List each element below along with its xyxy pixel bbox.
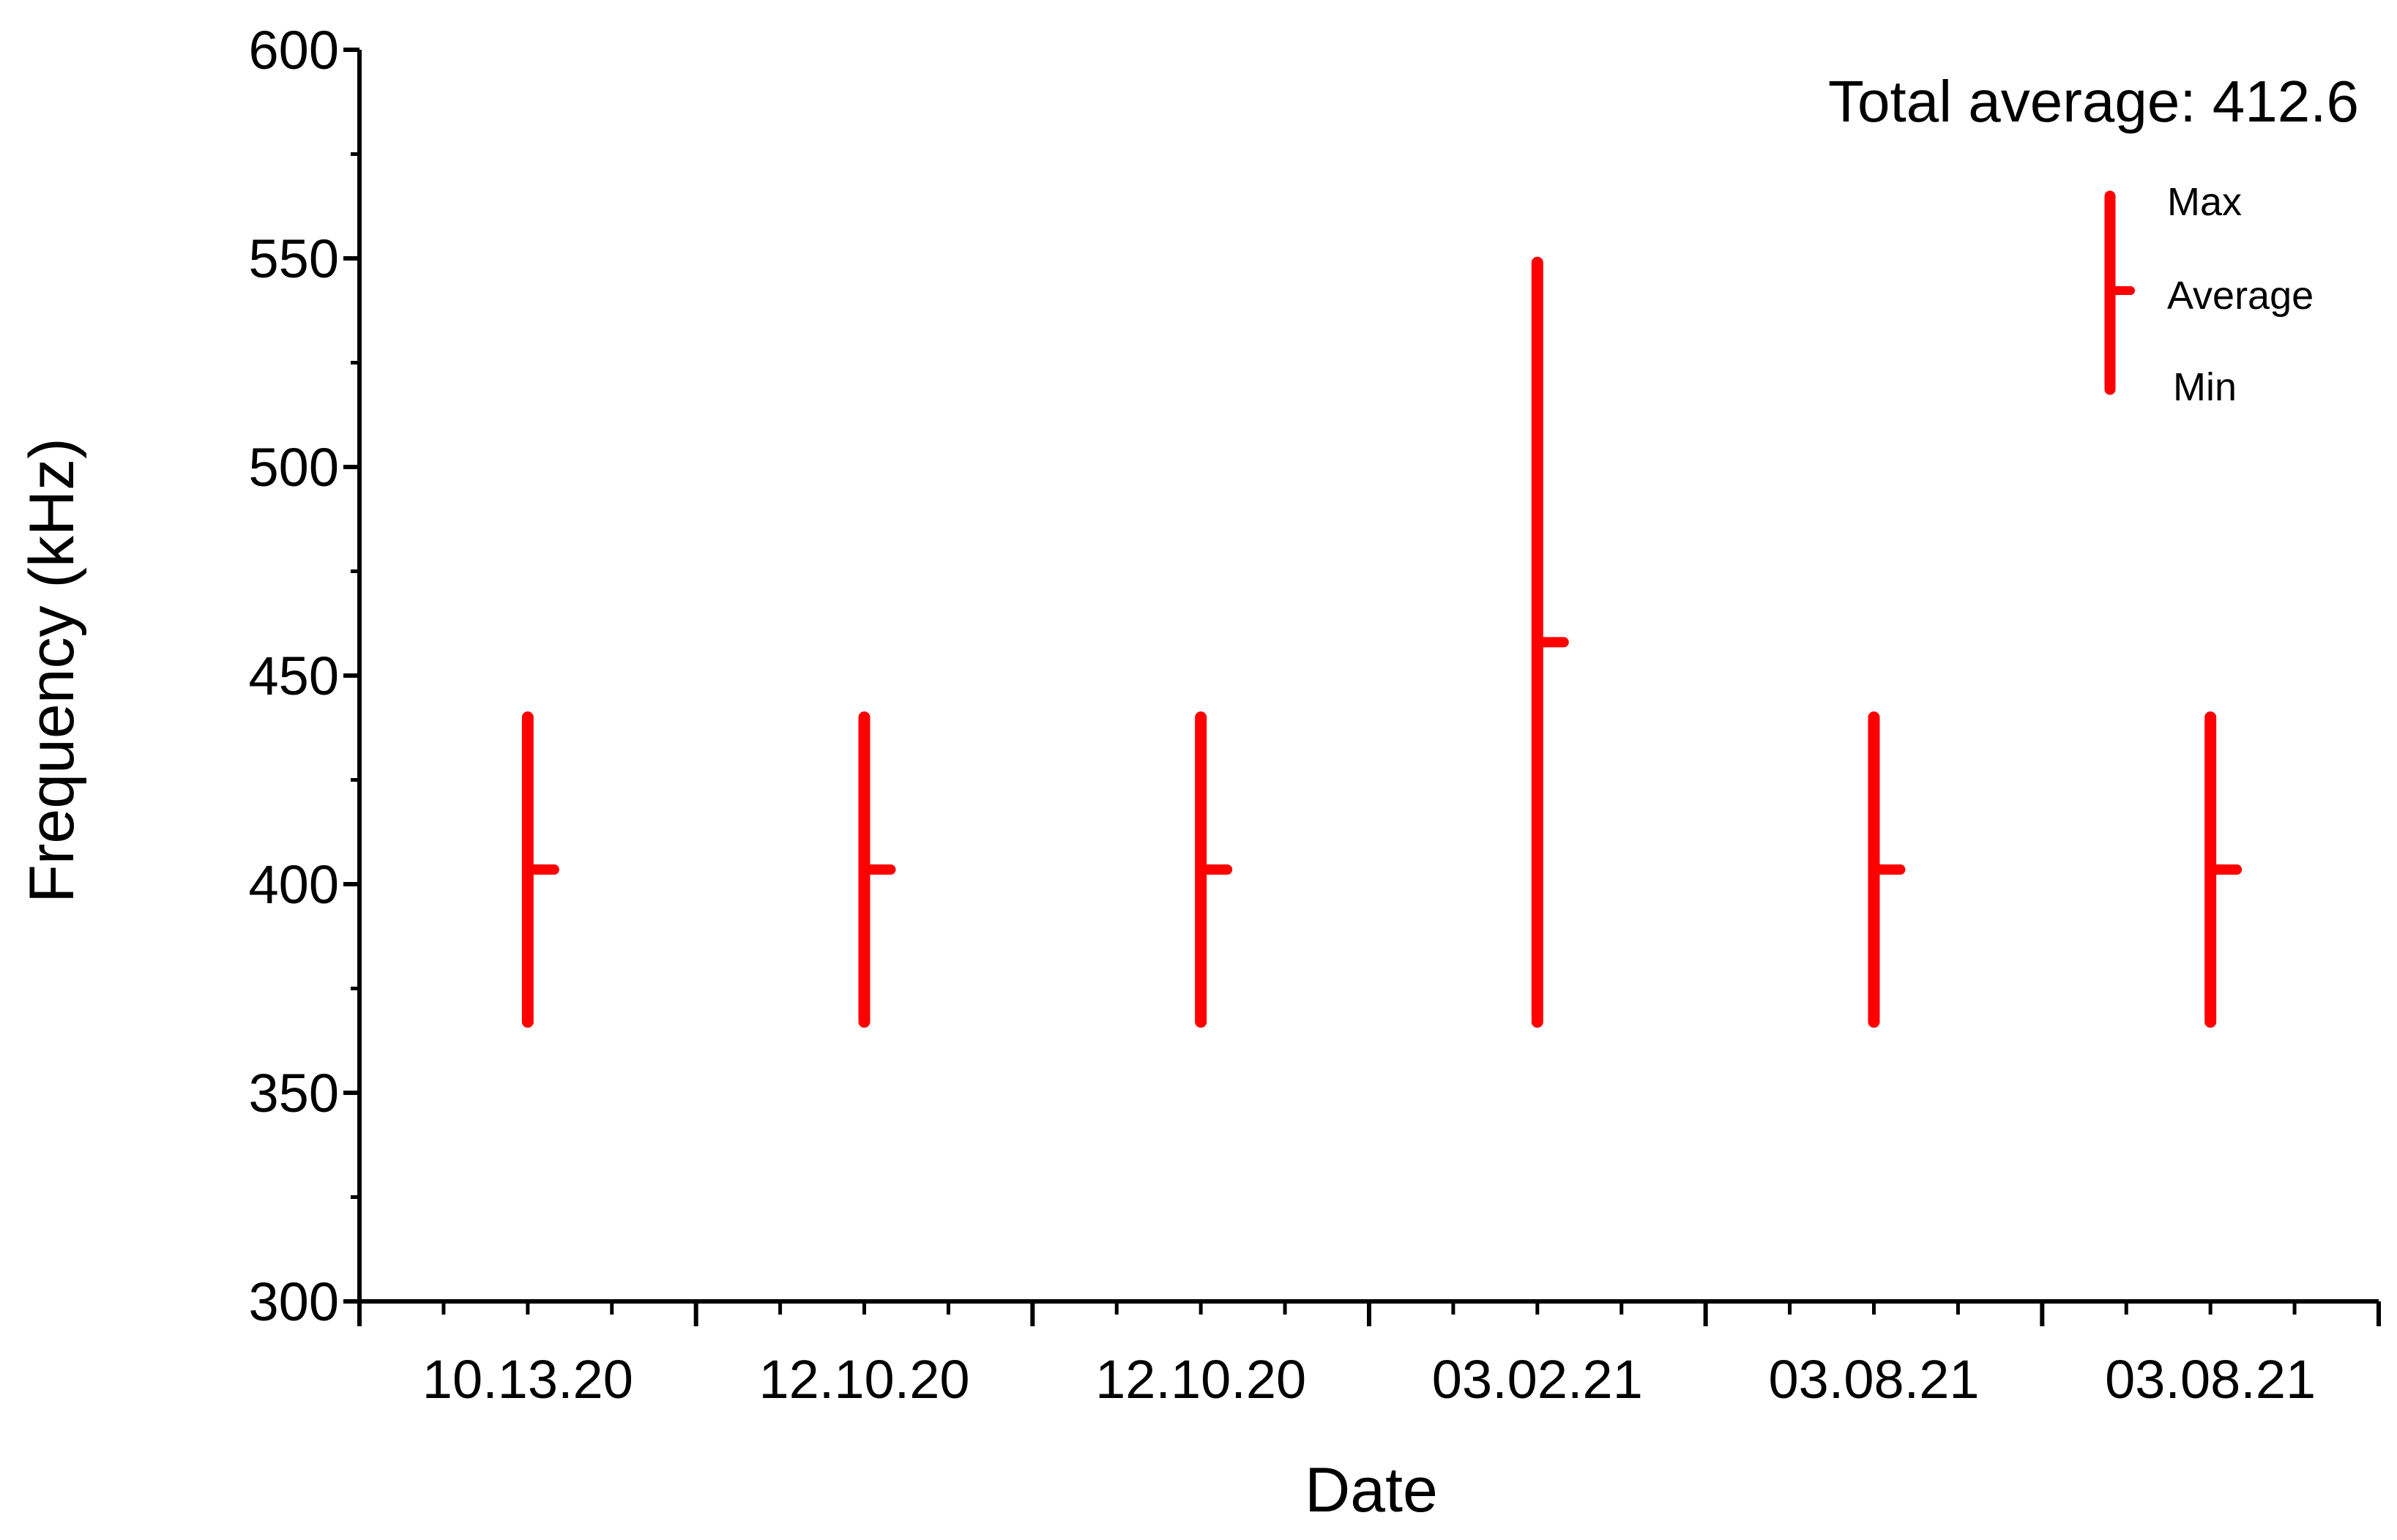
x-tick-label: 03.08.21 [1768, 1349, 1979, 1410]
x-axis-title: Date [1305, 1455, 1438, 1525]
axes: 300 350 400 450 500 550 600 10.13.20 12.10.20 12.… [249, 20, 2381, 1410]
y-tick-label: 300 [249, 1271, 339, 1332]
y-tick-label: 350 [249, 1063, 339, 1124]
data-marks [521, 256, 2243, 1028]
x-tick-label: 03.02.21 [1432, 1349, 1643, 1410]
y-tick-label: 600 [249, 20, 339, 81]
x-tick-label: 12.10.20 [1095, 1349, 1306, 1410]
y-axis-title: Frequency (kHz) [17, 438, 87, 903]
y-tick-label: 550 [249, 228, 339, 289]
y-tick-label: 400 [249, 854, 339, 915]
legend: Max Average Min [2104, 180, 2314, 409]
y-tick-label: 450 [249, 646, 339, 706]
y-tick-label: 500 [249, 437, 339, 498]
x-tick-label: 12.10.20 [758, 1349, 969, 1410]
legend-label-average: Average [2167, 274, 2314, 318]
total-average-annotation: Total average: 412.6 [1828, 69, 2359, 134]
legend-label-max: Max [2167, 180, 2242, 224]
x-tick-label: 03.08.21 [2105, 1349, 2316, 1410]
legend-label-min: Min [2173, 365, 2237, 409]
x-tick-label: 10.13.20 [422, 1349, 633, 1410]
